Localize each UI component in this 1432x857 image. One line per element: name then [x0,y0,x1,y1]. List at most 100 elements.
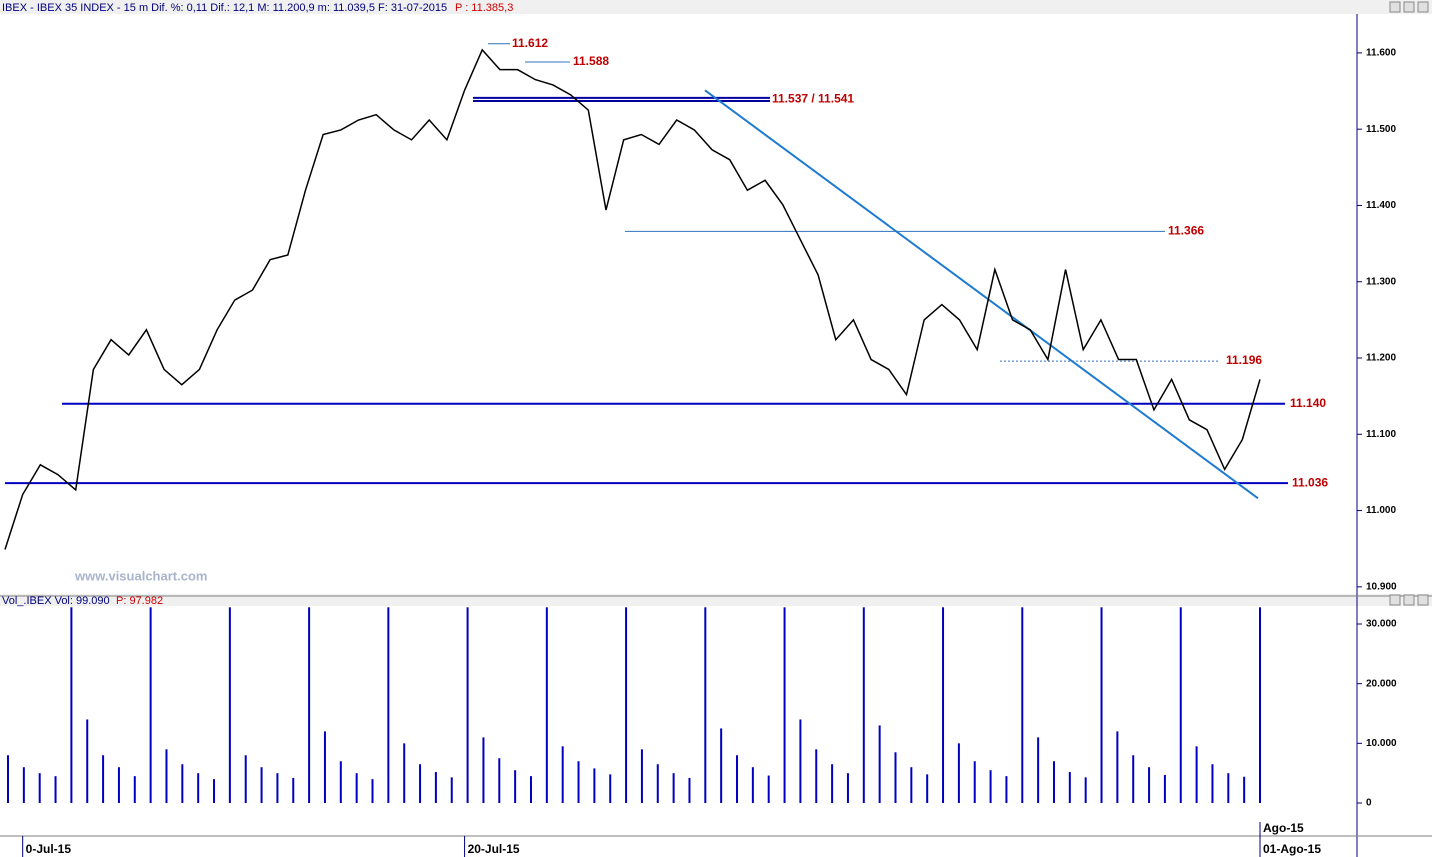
x-tick-label: 01-Ago-15 [1263,842,1321,856]
volume-bar [22,767,25,804]
volume-bar [1100,607,1103,804]
y-tick-label: 11.000 [1366,505,1396,516]
y-tick-label: 11.600 [1366,48,1396,59]
volume-bar [387,607,390,804]
volume-bar [371,779,374,804]
volume-bar [799,719,802,804]
volume-bar [308,607,311,804]
price-header-value: P : 11.385,3 [455,2,513,14]
volume-bar [957,743,960,804]
volume-bar [419,764,422,804]
volume-bar [926,774,929,804]
volume-bar [70,607,73,804]
y-tick-label: 11.200 [1366,353,1396,364]
volume-bar [688,777,691,804]
volume-bar [498,758,501,804]
volume-bar [181,764,184,804]
volume-bar [783,607,786,804]
volume-bar [434,771,437,804]
y-tick-label: 11.500 [1366,124,1396,135]
volume-bar [815,749,818,804]
level-label: 11.366 [1168,224,1204,238]
y-tick-label: 30.000 [1366,619,1397,630]
volume-header-value: P: 97.982 [116,595,163,607]
volume-bar [1259,607,1261,804]
volume-bar [1179,607,1182,804]
volume-bar [1084,777,1087,804]
y-tick-label: 11.300 [1366,276,1396,287]
volume-bar [1211,764,1214,804]
level-label: 11.140 [1290,396,1326,410]
volume-bar [86,719,89,804]
volume-bar [831,764,834,804]
x-tick-label: 0-Jul-15 [26,842,72,856]
volume-bar [1227,773,1230,804]
volume-bar [894,752,897,804]
volume-bar [7,755,9,804]
level-label: 11.588 [573,54,609,68]
month-label: Ago-15 [1263,821,1304,835]
volume-bar [878,725,881,804]
y-tick-label: 11.400 [1366,200,1396,211]
level-label: 11.196 [1226,353,1262,367]
volume-bar [1148,767,1151,804]
volume-bar [1132,755,1135,804]
maximize-button[interactable] [1403,1,1415,13]
volume-bar [751,767,754,804]
minimize-button[interactable] [1389,594,1401,606]
volume-bar [1068,771,1071,804]
volume-bar [736,755,739,804]
volume-bar [593,768,596,804]
volume-bar [466,607,469,804]
volume-bar [38,773,41,804]
volume-bar [102,755,105,804]
volume-bar [910,767,913,804]
volume-bar [482,737,485,804]
volume-bar [577,761,580,804]
volume-bar [403,743,406,804]
volume-bar [117,767,120,804]
volume-bar [862,607,865,804]
level-label: 11.612 [512,36,548,50]
volume-bar [260,767,263,804]
trend-line [704,89,1259,500]
volume-bar [450,777,453,804]
close-button[interactable] [1417,1,1429,13]
volume-bar [1021,607,1024,804]
price-line [4,48,1261,550]
volume-bar [529,776,532,804]
volume-bar [292,777,295,804]
minimize-button[interactable] [1389,1,1401,13]
y-tick-label: 20.000 [1366,678,1397,689]
watermark: www.visualchart.com [74,568,207,583]
volume-bar [989,770,992,804]
y-tick-label: 10.000 [1366,738,1397,749]
volume-bar [514,770,517,804]
level-label: 11.537 / 11.541 [772,92,854,106]
volume-bar [323,731,326,804]
y-tick-label: 10.900 [1366,581,1397,592]
volume-bar [276,773,279,804]
volume-bar [1163,774,1166,804]
volume-bar [625,607,628,804]
volume-bar [228,607,231,804]
volume-bar [1005,776,1008,804]
volume-bar [149,607,152,804]
volume-bar [165,749,168,804]
volume-header-bar [0,594,1432,606]
volume-bar [609,774,612,804]
level-label: 11.036 [1292,475,1328,489]
maximize-button[interactable] [1403,594,1415,606]
volume-bar [244,755,247,804]
price-header: IBEX - IBEX 35 INDEX - 15 m Dif. %: 0,11… [2,2,447,14]
volume-bar [355,773,358,804]
x-tick-label: 20-Jul-15 [468,842,520,856]
volume-bar [640,749,643,804]
volume-bar [942,607,945,804]
y-tick-label: 0 [1366,798,1372,809]
close-button[interactable] [1417,594,1429,606]
volume-bar [767,775,770,804]
volume-bar [133,776,136,804]
volume-bar [656,764,659,804]
